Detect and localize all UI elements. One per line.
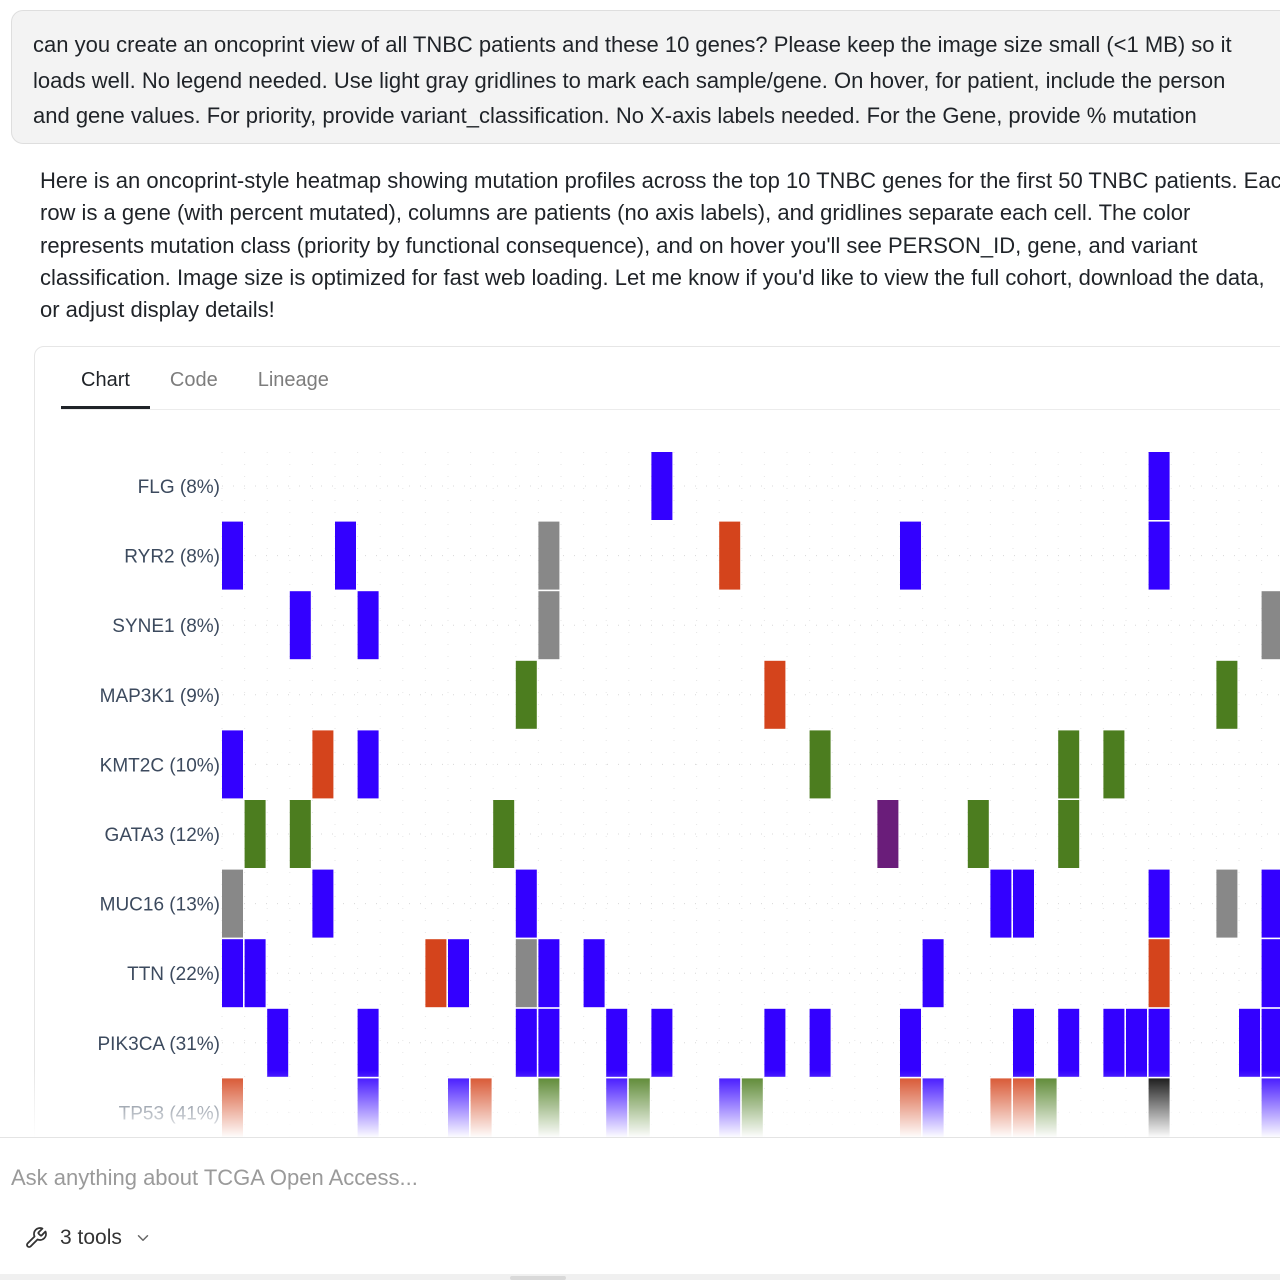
- mutation-cell[interactable]: [764, 660, 786, 729]
- mutation-cell[interactable]: [1216, 660, 1238, 729]
- gene-label: SYNE1 (8%): [112, 616, 220, 637]
- composer: 3 tools: [0, 1137, 1280, 1281]
- bottom-border: [0, 1274, 1280, 1280]
- mutation-cell[interactable]: [1148, 939, 1170, 1008]
- tools-button[interactable]: 3 tools: [24, 1222, 152, 1254]
- mutation-cell[interactable]: [1103, 1008, 1125, 1077]
- user-message-line: can you create an oncoprint view of all …: [33, 32, 1232, 57]
- mutation-cell[interactable]: [244, 800, 266, 868]
- mutation-cell[interactable]: [651, 1008, 673, 1077]
- mutation-cell[interactable]: [1148, 452, 1170, 520]
- mutation-cell[interactable]: [289, 591, 311, 660]
- mutation-cell[interactable]: [538, 591, 560, 660]
- assistant-message-line: classification. Image size is optimized …: [40, 264, 1265, 290]
- mutation-cell[interactable]: [357, 730, 379, 799]
- assistant-message-line: row is a gene (with percent mutated), co…: [40, 200, 1191, 226]
- mutation-cell[interactable]: [1013, 869, 1034, 938]
- mutation-cell[interactable]: [1148, 521, 1170, 590]
- mutation-cell[interactable]: [312, 869, 334, 938]
- mutation-cell[interactable]: [606, 1008, 628, 1077]
- tab-divider: [61, 409, 1280, 410]
- mutation-cell[interactable]: [764, 1008, 786, 1077]
- mutation-cell[interactable]: [809, 730, 831, 799]
- mutation-cell[interactable]: [515, 869, 537, 938]
- mutation-cell[interactable]: [1148, 1008, 1170, 1077]
- gene-label: MUC16 (13%): [100, 895, 220, 916]
- user-message-line: loads well. No legend needed. Use light …: [33, 67, 1226, 93]
- mutation-cell[interactable]: [222, 730, 243, 799]
- mutation-cell[interactable]: [222, 521, 243, 590]
- mutation-cell[interactable]: [1058, 730, 1080, 799]
- mutation-cell[interactable]: [651, 452, 673, 520]
- mutation-cell[interactable]: [515, 1008, 537, 1077]
- gene-label: FLG (8%): [138, 477, 220, 498]
- tab-code[interactable]: Code: [169, 369, 218, 391]
- mutation-cell[interactable]: [809, 1008, 831, 1077]
- mutation-cell[interactable]: [1216, 869, 1238, 938]
- mutation-cell[interactable]: [1261, 869, 1280, 938]
- mutation-cell[interactable]: [1058, 1008, 1080, 1077]
- mutation-cell[interactable]: [900, 521, 921, 590]
- chart-card: Chart Code Lineage FLG (8%) RYR2 (8%) SYNE…: [34, 346, 1280, 1206]
- mutation-cell[interactable]: [267, 1008, 289, 1077]
- gene-label: MAP3K1 (9%): [100, 686, 220, 707]
- gene-label: TP53 (41%): [119, 1103, 220, 1124]
- mutation-cell[interactable]: [222, 869, 243, 938]
- user-message-line: and gene values. For priority, provide v…: [33, 103, 1197, 128]
- mutation-cell[interactable]: [335, 521, 356, 590]
- mutation-cell[interactable]: [515, 660, 537, 729]
- mutation-cell[interactable]: [922, 939, 944, 1008]
- mutation-cell[interactable]: [538, 521, 560, 590]
- tab-chart[interactable]: Chart: [61, 347, 150, 409]
- mutation-cell[interactable]: [1103, 730, 1125, 799]
- assistant-message: Here is an oncoprint-style heatmap showi…: [40, 165, 1280, 326]
- mutation-cell[interactable]: [312, 730, 334, 799]
- chat-input[interactable]: [11, 1160, 1211, 1196]
- user-message-bubble: can you create an oncoprint view of all …: [11, 10, 1280, 144]
- gene-label: KMT2C (10%): [100, 755, 220, 776]
- gene-label: RYR2 (8%): [124, 547, 220, 568]
- mutation-cell[interactable]: [877, 800, 899, 868]
- mutation-cell[interactable]: [538, 939, 560, 1008]
- mutation-cell[interactable]: [289, 800, 311, 868]
- mutation-cell[interactable]: [538, 1008, 560, 1077]
- mutation-cell[interactable]: [967, 800, 989, 868]
- oncoprint-chart: FLG (8%) RYR2 (8%) SYNE1 (8%) MAP3K1 (9%) KM…: [98, 452, 1280, 1148]
- tab-lineage[interactable]: Lineage: [257, 369, 329, 391]
- assistant-message-line: represents mutation class (priority by f…: [40, 232, 1198, 258]
- mutation-cell[interactable]: [1261, 939, 1280, 1008]
- chevron-down-icon: [134, 1229, 152, 1247]
- mutation-cell[interactable]: [448, 939, 469, 1008]
- mutation-cell[interactable]: [425, 939, 447, 1008]
- chart-tabs: Chart Code Lineage: [61, 347, 349, 409]
- mutation-cell[interactable]: [1261, 1008, 1280, 1077]
- mutation-cell[interactable]: [357, 1008, 379, 1077]
- tools-label: 3 tools: [60, 1226, 122, 1249]
- gene-label: PIK3CA (31%): [98, 1034, 221, 1055]
- gene-label: TTN (22%): [127, 964, 220, 985]
- mutation-cell[interactable]: [1148, 869, 1170, 938]
- assistant-message-line: Here is an oncoprint-style heatmap showi…: [40, 168, 1280, 193]
- mutation-cell[interactable]: [222, 939, 243, 1008]
- mutation-cell[interactable]: [1239, 1008, 1260, 1077]
- mutation-cell[interactable]: [583, 939, 605, 1008]
- mutation-cell[interactable]: [357, 591, 379, 660]
- mutation-cell[interactable]: [990, 869, 1012, 938]
- mutation-cell[interactable]: [493, 800, 515, 868]
- assistant-message-line: or adjust display details!: [40, 297, 275, 323]
- wrench-icon: [24, 1226, 48, 1250]
- scroll-handle[interactable]: [510, 1276, 566, 1280]
- mutation-cell[interactable]: [1126, 1008, 1147, 1077]
- mutation-cell[interactable]: [1261, 591, 1280, 660]
- gene-label: GATA3 (12%): [105, 825, 220, 846]
- mutation-cell[interactable]: [1058, 800, 1080, 868]
- mutation-cell[interactable]: [244, 939, 266, 1008]
- mutation-cell[interactable]: [1013, 1008, 1034, 1077]
- mutation-cell[interactable]: [900, 1008, 921, 1077]
- mutation-cell[interactable]: [719, 521, 741, 590]
- mutation-cell[interactable]: [515, 939, 537, 1008]
